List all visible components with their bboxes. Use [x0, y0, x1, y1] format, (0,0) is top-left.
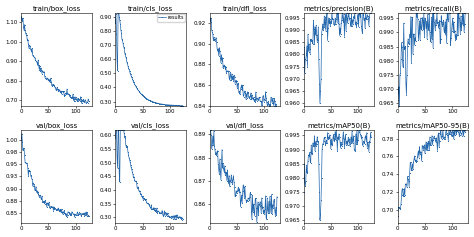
Title: val/cls_loss: val/cls_loss [131, 123, 170, 129]
Title: metrics/mAP50(B): metrics/mAP50(B) [307, 123, 371, 129]
Title: metrics/recall(B): metrics/recall(B) [404, 5, 462, 12]
Legend: results: results [157, 14, 185, 22]
Title: train/box_loss: train/box_loss [33, 5, 81, 12]
Title: val/dfl_loss: val/dfl_loss [226, 123, 264, 129]
Title: val/box_loss: val/box_loss [36, 123, 78, 129]
Title: metrics/precision(B): metrics/precision(B) [304, 5, 374, 12]
Title: metrics/mAP50-95(B): metrics/mAP50-95(B) [396, 123, 470, 129]
Title: train/dfl_loss: train/dfl_loss [223, 5, 267, 12]
Title: train/cls_loss: train/cls_loss [128, 5, 173, 12]
